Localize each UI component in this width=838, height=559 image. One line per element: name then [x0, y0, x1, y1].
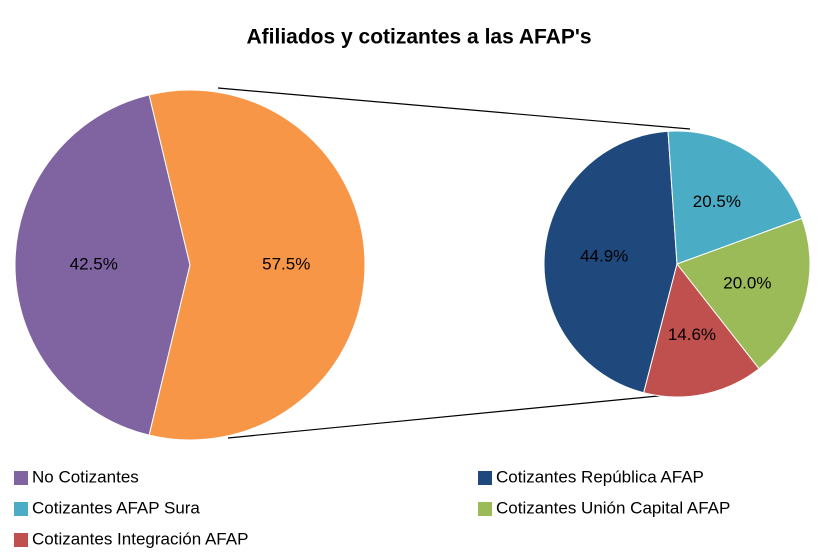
connector-line — [227, 394, 669, 439]
pie-slice — [643, 262, 760, 398]
legend-label: Cotizantes AFAP Sura — [32, 498, 200, 517]
connector-line — [217, 87, 691, 130]
pie-slice — [667, 130, 803, 265]
pie-slice — [543, 130, 678, 394]
pies: 42.5% 57.5% 44.9% 20.5% 20.0% 14.6% — [14, 89, 811, 441]
legend-label: Cotizantes Unión Capital AFAP — [496, 498, 730, 517]
pie-slice — [14, 94, 191, 436]
legend-swatch — [478, 471, 492, 485]
legend-label: No Cotizantes — [32, 467, 139, 486]
data-label: 14.6% — [668, 325, 716, 344]
legend-swatch — [14, 533, 28, 547]
data-label: 20.0% — [723, 274, 771, 293]
data-label: 44.9% — [580, 247, 628, 266]
data-label: 20.5% — [693, 192, 741, 211]
legend-swatch — [478, 502, 492, 516]
data-label: 42.5% — [70, 254, 118, 273]
data-label: 57.5% — [262, 254, 310, 273]
pie-slice — [676, 217, 811, 370]
chart-title: Afiliados y cotizantes a las AFAP's — [247, 26, 592, 49]
legend-label: Cotizantes Integración AFAP — [32, 529, 248, 548]
pie-slice — [148, 89, 366, 441]
legend: No Cotizantes Cotizantes República AFAP Co… — [14, 467, 730, 548]
legend-swatch — [14, 502, 28, 516]
legend-label: Cotizantes República AFAP — [496, 467, 704, 486]
legend-swatch — [14, 471, 28, 485]
